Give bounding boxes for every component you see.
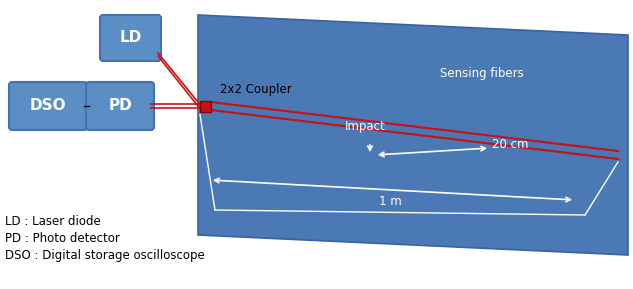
Text: DSO: DSO: [30, 99, 66, 114]
Text: DSO : Digital storage oscilloscope: DSO : Digital storage oscilloscope: [5, 249, 204, 262]
Text: PD : Photo detector: PD : Photo detector: [5, 232, 120, 245]
FancyBboxPatch shape: [100, 15, 161, 61]
FancyBboxPatch shape: [9, 82, 87, 130]
Text: 1 m: 1 m: [379, 195, 401, 208]
Text: 2x2 Coupler: 2x2 Coupler: [220, 84, 292, 97]
Text: PD: PD: [108, 99, 132, 114]
Text: Impact: Impact: [345, 120, 385, 133]
Text: Sensing fibers: Sensing fibers: [440, 66, 523, 79]
Text: LD : Laser diode: LD : Laser diode: [5, 215, 101, 228]
FancyBboxPatch shape: [86, 82, 154, 130]
FancyBboxPatch shape: [199, 101, 211, 112]
Text: 20 cm: 20 cm: [492, 138, 529, 151]
Polygon shape: [198, 15, 628, 255]
Text: LD: LD: [120, 31, 142, 45]
